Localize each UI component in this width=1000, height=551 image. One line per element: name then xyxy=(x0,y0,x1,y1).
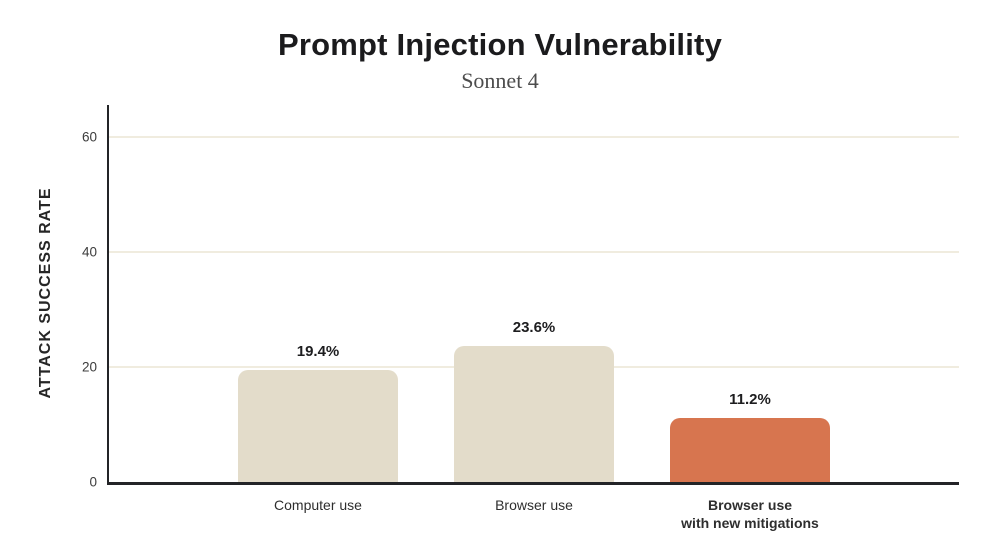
x-label-line: Computer use xyxy=(274,497,362,513)
y-tick-60: 60 xyxy=(81,129,97,145)
x-label-line: with new mitigations xyxy=(681,515,819,532)
gridline-60 xyxy=(109,135,959,138)
y-axis-label: ATTACK SUCCESS RATE xyxy=(37,187,54,399)
y-tick-20: 20 xyxy=(81,359,97,375)
bar-value-browser-use: 23.6% xyxy=(512,319,556,337)
bar-value-computer-use: 19.4% xyxy=(296,343,340,361)
y-tick-0: 0 xyxy=(89,474,97,490)
y-tick-40: 40 xyxy=(81,244,97,260)
bar-browser-use-with-new-mitigations xyxy=(670,417,830,482)
x-label-computer-use: Computer use xyxy=(274,496,362,514)
bar-computer-use xyxy=(238,370,398,482)
bar-browser-use xyxy=(454,346,614,482)
x-label-line: Browser use xyxy=(495,497,573,513)
x-label-browser-use: Browser use xyxy=(495,496,573,514)
chart-subtitle: Sonnet 4 xyxy=(461,68,539,93)
x-label-browser-use-with-new-mitigations: Browser use with new mitigations xyxy=(681,496,819,532)
bar-value-browser-use-with-new-mitigations: 11.2% xyxy=(729,390,771,408)
chart-title: Prompt Injection Vulnerability xyxy=(277,27,723,62)
gridline-40 xyxy=(109,250,959,253)
x-label-line: Browser use xyxy=(707,497,793,513)
plot-area: 0 20 40 60 19.4% Computer use 23.6% Browser use… xyxy=(82,105,959,531)
